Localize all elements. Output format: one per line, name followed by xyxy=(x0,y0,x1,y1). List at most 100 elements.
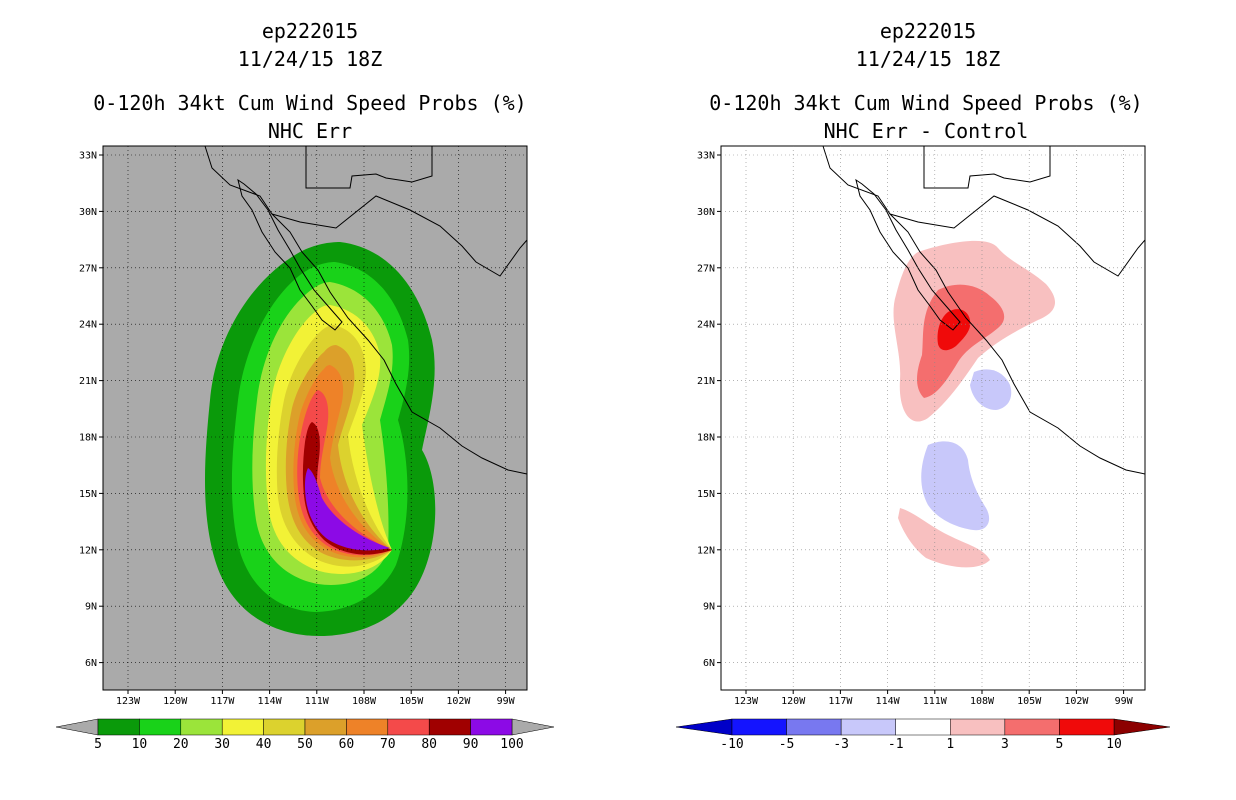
left-lat-label: 12N xyxy=(79,545,97,556)
right-colorbar-label: 10 xyxy=(1106,737,1122,752)
right-lon-label: 108W xyxy=(970,696,995,707)
left-lat-labels: 33N 30N 27N 24N 21N 18N 15N 12N 9N 6N xyxy=(79,151,103,669)
contour-90 xyxy=(304,468,390,551)
left-colorbar-label: 5 xyxy=(94,737,102,752)
left-coastline-mainland xyxy=(204,145,528,475)
left-colorbar-swatch xyxy=(97,718,140,736)
left-storm-id: ep222015 xyxy=(262,19,358,43)
right-lon-labels: 123W 120W 117W 114W 111W 108W 105W 102W 99W xyxy=(734,690,1134,707)
right-lat-label: 6N xyxy=(703,658,715,669)
right-lat-label: 12N xyxy=(697,545,715,556)
right-lat-label: 9N xyxy=(703,602,715,613)
right-lon-label: 111W xyxy=(923,696,948,707)
right-colorbar-high-arrow xyxy=(1113,718,1171,736)
right-datetime: 11/24/15 18Z xyxy=(856,47,1001,71)
right-colorbar-swatch xyxy=(950,718,1006,736)
right-lon-label: 114W xyxy=(876,696,901,707)
left-colorbar: 5 10 20 30 40 50 60 70 80 90 100 xyxy=(55,718,555,752)
right-colorbar-swatch xyxy=(1004,718,1060,736)
left-title: 0-120h 34kt Cum Wind Speed Probs (%) xyxy=(93,91,526,115)
right-subtitle: NHC Err - Control xyxy=(824,119,1029,143)
right-coastline-gulf-east xyxy=(889,195,1146,277)
right-colorbar-label: 5 xyxy=(1056,737,1064,752)
left-colorbar-label: 50 xyxy=(297,737,313,752)
left-lat-label: 24N xyxy=(79,320,97,331)
left-coastline-baja xyxy=(237,178,343,331)
left-lon-label: 114W xyxy=(258,696,283,707)
right-lat-label: 33N xyxy=(697,151,715,162)
right-lat-label: 30N xyxy=(697,207,715,218)
left-lat-label: 27N xyxy=(79,263,97,274)
left-colorbar-label: 20 xyxy=(173,737,189,752)
left-lon-label: 123W xyxy=(116,696,141,707)
left-colorbar-swatch xyxy=(180,718,223,736)
right-colorbar-low-arrow xyxy=(675,718,733,736)
right-coastline-baja xyxy=(855,178,961,331)
left-colorbar-label: 100 xyxy=(500,737,523,752)
right-lat-label: 18N xyxy=(697,433,715,444)
right-coastline-mainland xyxy=(822,145,1146,475)
left-lon-label: 99W xyxy=(497,696,516,707)
right-lon-label: 120W xyxy=(781,696,806,707)
left-colorbar-label: 40 xyxy=(256,737,272,752)
right-panel: ep222015 11/24/15 18Z 0-120h 34kt Cum Wi… xyxy=(618,0,1236,800)
left-lon-label: 105W xyxy=(399,696,424,707)
left-lat-label: 30N xyxy=(79,207,97,218)
left-lon-label: 108W xyxy=(352,696,377,707)
right-colorbar-label: -1 xyxy=(888,737,904,752)
right-colorbar-label: 1 xyxy=(946,737,954,752)
left-lon-label: 117W xyxy=(210,696,235,707)
left-figure: ep222015 11/24/15 18Z 0-120h 34kt Cum Wi… xyxy=(55,19,555,752)
left-coastlines xyxy=(204,145,528,475)
right-map-background xyxy=(721,146,1145,690)
left-probability-contours xyxy=(205,242,436,636)
diff-1-region-south xyxy=(898,508,990,568)
right-colorbar-swatch xyxy=(731,718,787,736)
right-storm-id: ep222015 xyxy=(880,19,976,43)
right-lon-label: 117W xyxy=(828,696,853,707)
left-colorbar-label: 70 xyxy=(380,737,396,752)
left-lat-label: 9N xyxy=(85,602,97,613)
right-border xyxy=(923,146,1051,189)
left-map: 33N 30N 27N 24N 21N 18N 15N 12N 9N 6N 123W 120W 117… xyxy=(79,145,528,707)
left-lat-label: 6N xyxy=(85,658,97,669)
right-colorbar-swatch xyxy=(1059,718,1115,736)
left-lon-label: 120W xyxy=(163,696,188,707)
right-lat-labels: 33N 30N 27N 24N 21N 18N 15N 12N 9N 6N xyxy=(697,151,721,669)
right-colorbar-label: 3 xyxy=(1001,737,1009,752)
left-lon-labels: 123W 120W 117W 114W 111W 108W 105W 102W 99W xyxy=(116,690,516,707)
left-colorbar-swatch xyxy=(428,718,471,736)
right-lon-label: 123W xyxy=(734,696,759,707)
left-lon-label: 102W xyxy=(446,696,471,707)
left-colorbar-swatch xyxy=(221,718,264,736)
left-datetime: 11/24/15 18Z xyxy=(238,47,383,71)
left-gridlines xyxy=(103,146,527,690)
left-colorbar-swatch xyxy=(346,718,389,736)
right-title: 0-120h 34kt Cum Wind Speed Probs (%) xyxy=(709,91,1142,115)
left-lon-label: 111W xyxy=(305,696,330,707)
left-colorbar-label: 80 xyxy=(421,737,437,752)
left-panel: ep222015 11/24/15 18Z 0-120h 34kt Cum Wi… xyxy=(55,19,555,752)
right-map-frame xyxy=(720,145,1146,691)
left-colorbar-label: 90 xyxy=(463,737,479,752)
right-colorbar-swatch xyxy=(895,718,951,736)
right-gridlines xyxy=(721,146,1145,690)
left-colorbar-label: 10 xyxy=(132,737,148,752)
left-colorbar-swatch xyxy=(387,718,430,736)
diff-neg1-region-north xyxy=(970,369,1012,410)
left-lat-label: 18N xyxy=(79,433,97,444)
left-border xyxy=(305,146,433,189)
right-figure: ep222015 11/24/15 18Z 0-120h 34kt Cum Wi… xyxy=(675,19,1171,752)
right-lat-label: 24N xyxy=(697,320,715,331)
left-subtitle: NHC Err xyxy=(268,119,352,143)
left-colorbar-swatch xyxy=(304,718,347,736)
right-lon-label: 105W xyxy=(1017,696,1042,707)
left-lat-label: 21N xyxy=(79,376,97,387)
right-lon-label: 102W xyxy=(1064,696,1089,707)
right-colorbar-swatch xyxy=(786,718,842,736)
left-colorbar-swatch xyxy=(139,718,182,736)
right-lon-label: 99W xyxy=(1115,696,1134,707)
right-colorbar: -10 -5 -3 -1 1 3 5 10 xyxy=(675,718,1171,752)
left-lat-label: 15N xyxy=(79,489,97,500)
left-lat-label: 33N xyxy=(79,151,97,162)
